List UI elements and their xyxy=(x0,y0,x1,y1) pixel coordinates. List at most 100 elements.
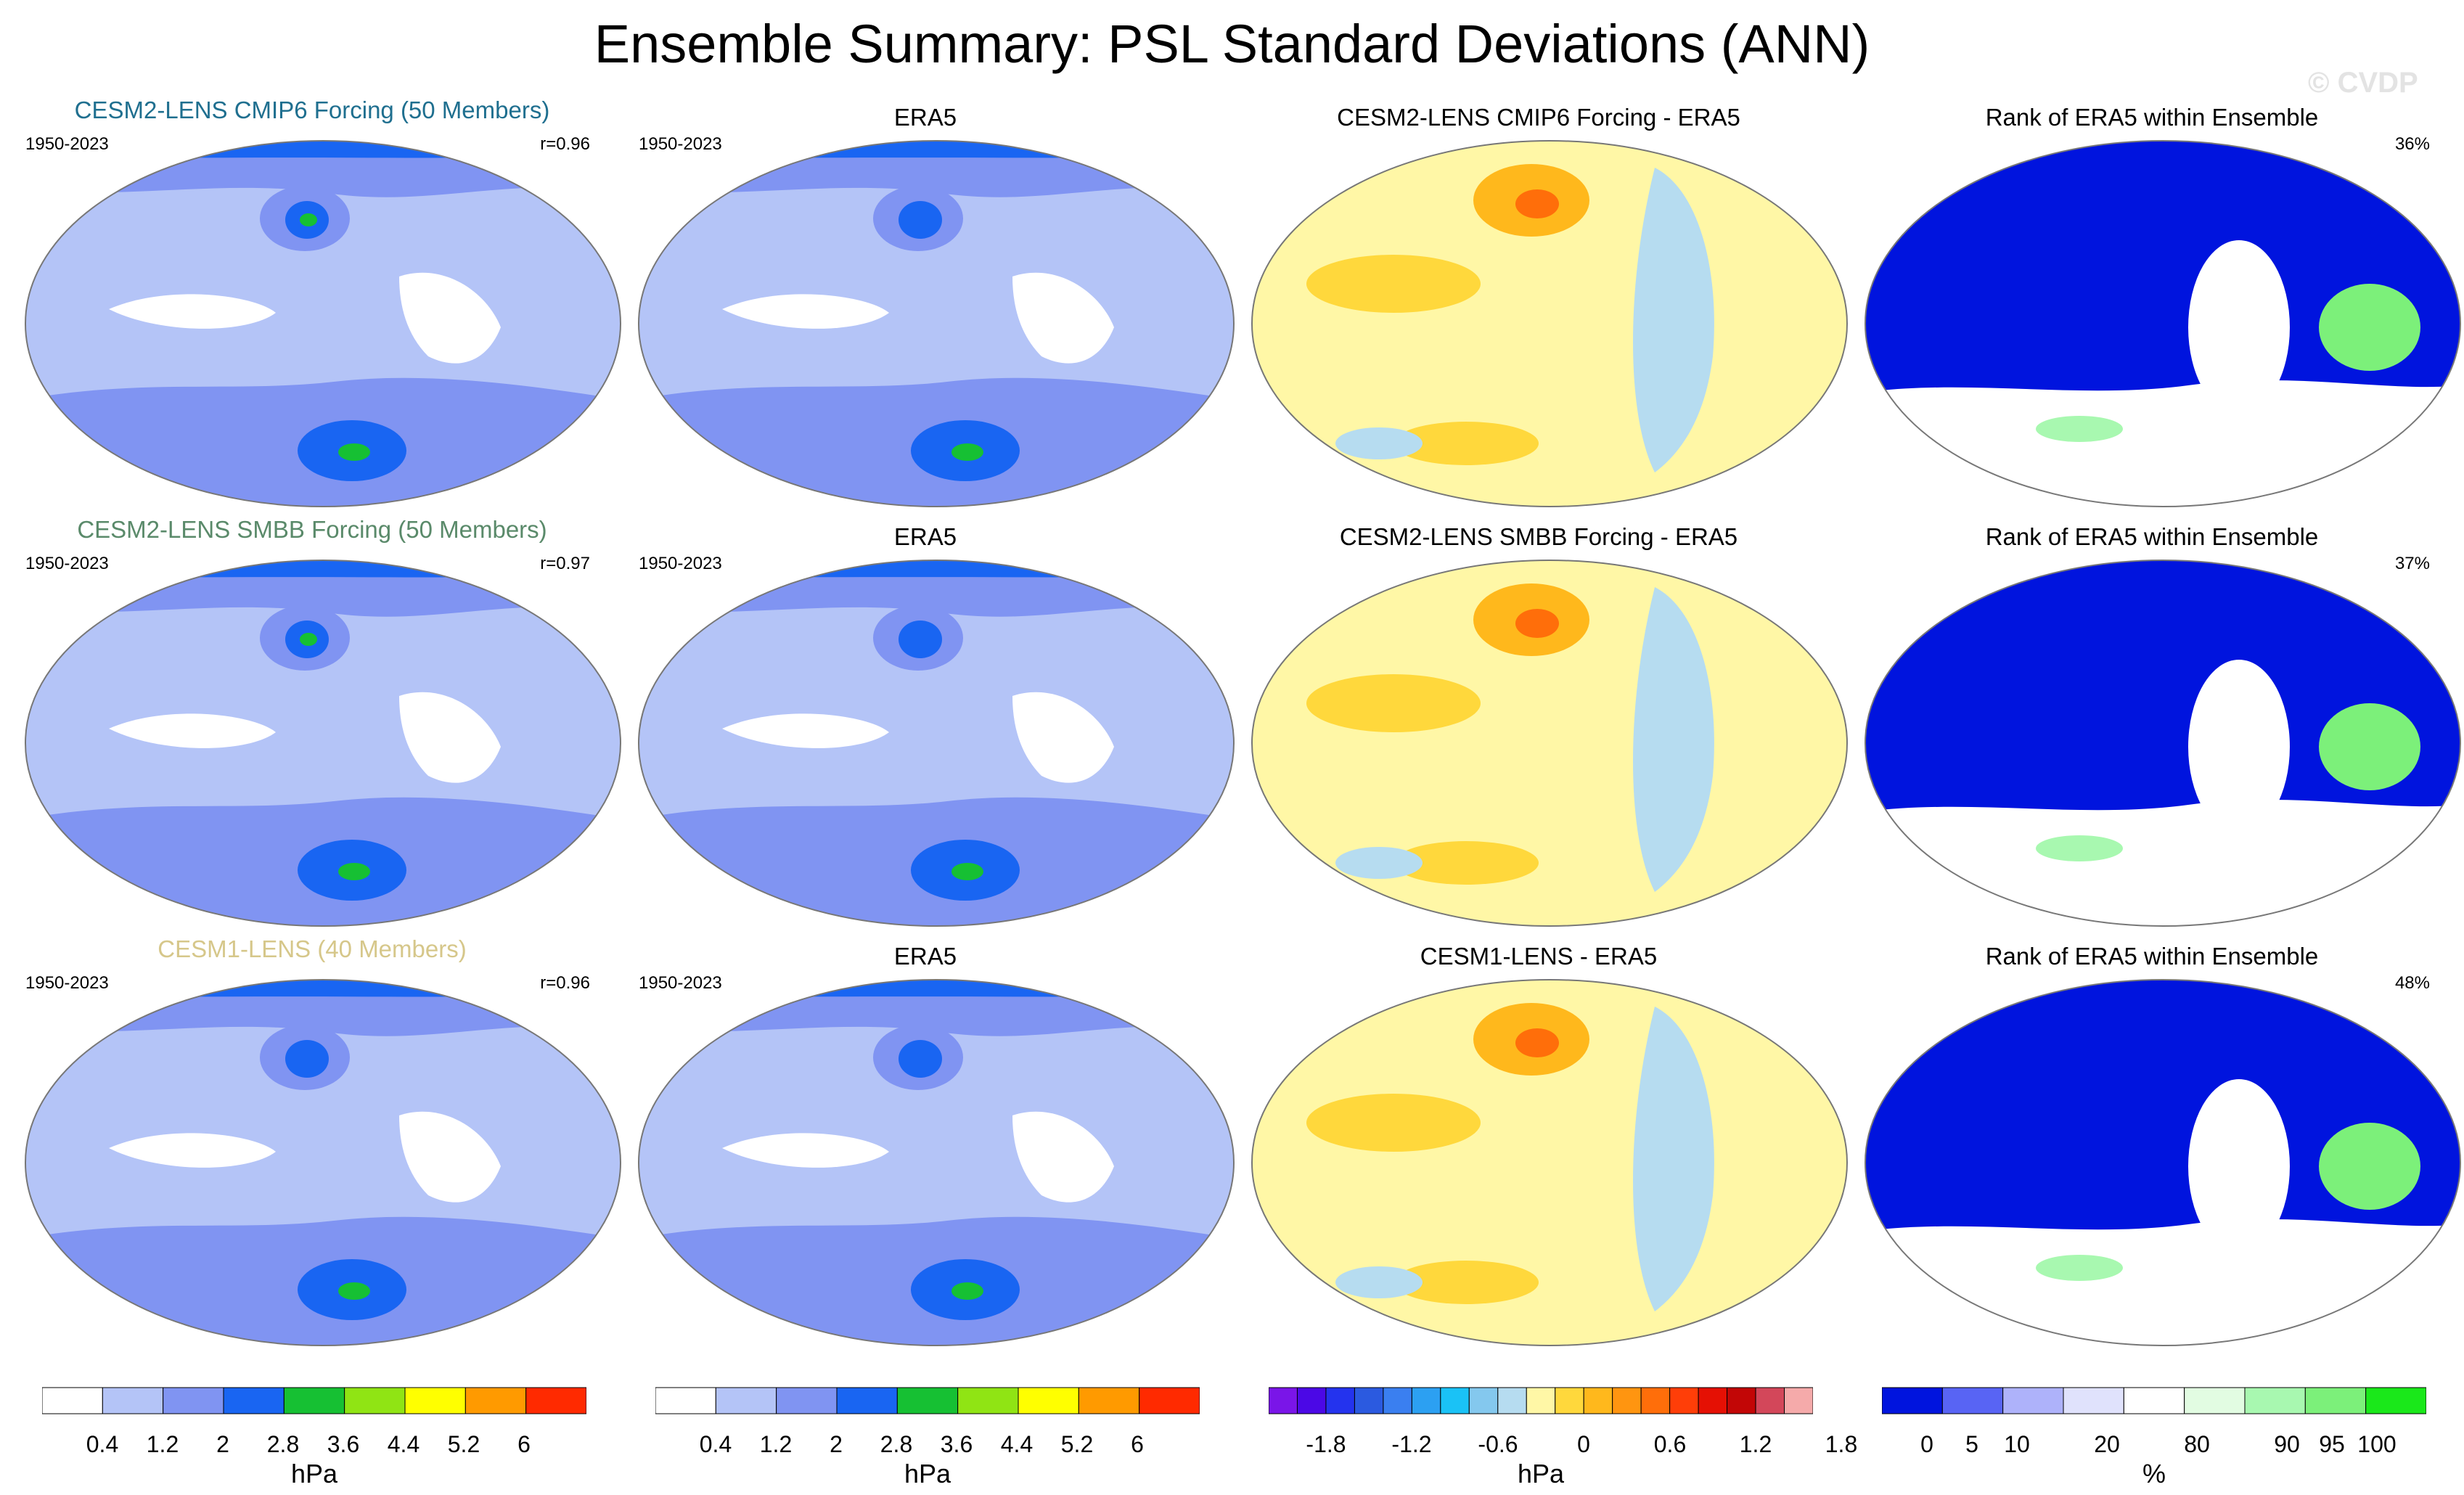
panel-title: CESM2-LENS CMIP6 Forcing (50 Members) xyxy=(74,97,550,123)
field-arctic xyxy=(639,560,1234,580)
panel-years: 1950-2023 xyxy=(25,554,109,573)
panel-obs-row1: ERA5 1950-2023 xyxy=(624,98,1235,507)
colorbar-box xyxy=(2365,1387,2426,1414)
panel-title: CESM1-LENS (40 Members) xyxy=(157,935,467,962)
colorbar-box xyxy=(1411,1387,1441,1414)
map-outline xyxy=(1251,140,1848,507)
panel-rank-row2: Rank of ERA5 within Ensemble 37% xyxy=(1851,517,2461,927)
colorbar-box xyxy=(464,1387,527,1414)
colorbar-stddev-2-boxes xyxy=(655,1387,1200,1414)
pattern-correlation: r=0.96 xyxy=(540,973,590,993)
field-positive-indo xyxy=(1306,674,1481,732)
colorbar-box xyxy=(2184,1387,2246,1414)
colorbar-box xyxy=(1269,1387,1298,1414)
panel-obs-row3: ERA5 1950-2023 xyxy=(624,937,1235,1346)
colorbar-box xyxy=(896,1387,959,1414)
colorbar-box xyxy=(1640,1387,1671,1414)
field-south-america-min xyxy=(399,692,501,783)
colorbar-box xyxy=(1354,1387,1384,1414)
colorbar-stddev-1-boxes xyxy=(42,1387,586,1414)
panel-title: Rank of ERA5 within Ensemble xyxy=(1985,104,2319,131)
field-arctic-core xyxy=(94,162,146,173)
cbar-tick: 3.6 xyxy=(940,1431,973,1457)
cbar-tick: 100 xyxy=(2357,1431,2397,1457)
map-outline xyxy=(638,140,1235,507)
colorbar-rank-boxes xyxy=(1882,1387,2426,1414)
map-obs xyxy=(638,979,1235,1346)
field-atlantic-high xyxy=(2319,1123,2420,1210)
colorbar-box xyxy=(1078,1387,1140,1414)
field-negative-atlantic xyxy=(1633,168,1714,472)
map-model xyxy=(25,560,621,927)
cbar-tick: 80 xyxy=(2184,1431,2210,1457)
field-tropical-min xyxy=(722,1133,889,1168)
cbar-tick: 20 xyxy=(2094,1431,2120,1457)
pattern-correlation: r=0.97 xyxy=(540,554,590,573)
colorbar-box xyxy=(1755,1387,1785,1414)
field-arctic-core xyxy=(707,1001,759,1012)
map-outline xyxy=(25,979,621,1346)
panel-model-row1: CESM2-LENS CMIP6 Forcing (50 Members) 195… xyxy=(11,97,621,507)
colorbar-box xyxy=(1325,1387,1355,1414)
cbar-tick: 0.4 xyxy=(699,1431,732,1457)
cbar-tick: 95 xyxy=(2319,1431,2345,1457)
colorbar-box xyxy=(1383,1387,1412,1414)
colorbar-box xyxy=(1784,1387,1813,1414)
cbar-unit: hPa xyxy=(290,1459,338,1488)
colorbar-rank: 0 5 10 20 80 90 95 100 % xyxy=(1882,1386,2426,1495)
map-diff xyxy=(1251,979,1848,1346)
field-arctic-core xyxy=(707,162,759,173)
field-negative-atlantic xyxy=(1633,587,1714,892)
map-outline xyxy=(25,560,621,927)
field-south-neutral xyxy=(1865,1218,2460,1346)
panel-years: 1950-2023 xyxy=(639,554,722,573)
field-tropical-min xyxy=(109,1133,276,1168)
panel-title: CESM2-LENS SMBB Forcing (50 Members) xyxy=(77,516,547,543)
cbar-tick: 2.8 xyxy=(880,1431,913,1457)
colorbar-box xyxy=(776,1387,838,1414)
panel-title: Rank of ERA5 within Ensemble xyxy=(1985,523,2319,550)
colorbar-box xyxy=(1555,1387,1584,1414)
field-aleutian-low xyxy=(899,1040,942,1078)
colorbar-box xyxy=(2244,1387,2306,1414)
cbar-tick: 6 xyxy=(1131,1431,1144,1457)
field-south-neutral xyxy=(1865,380,2460,507)
field-negative-south xyxy=(1335,847,1423,879)
map-obs xyxy=(638,560,1235,927)
cbar-tick: -1.2 xyxy=(1391,1431,1432,1457)
panel-years: 1950-2023 xyxy=(639,134,722,154)
field-amundsen-core xyxy=(951,443,983,461)
colorbar-box xyxy=(1497,1387,1527,1414)
panel-model-row2: CESM2-LENS SMBB Forcing (50 Members) 1950… xyxy=(11,516,621,927)
field-south-neutral xyxy=(1865,799,2460,926)
panel-model-row3: CESM1-LENS (40 Members) 1950-2023 r=0.96 xyxy=(11,935,621,1346)
map-outline xyxy=(638,979,1235,1346)
cbar-tick: 2 xyxy=(216,1431,229,1457)
map-diff xyxy=(1251,140,1848,507)
panel-title: CESM2-LENS SMBB Forcing - ERA5 xyxy=(1339,523,1738,550)
field-arctic-core xyxy=(94,1001,146,1012)
field-amundsen-core xyxy=(951,1282,983,1300)
colorbar-box xyxy=(836,1387,898,1414)
field-atlantic-high xyxy=(2319,284,2420,371)
colorbar-box xyxy=(2123,1387,2185,1414)
field-arctic xyxy=(639,980,1234,999)
cbar-tick: 0 xyxy=(1920,1431,1933,1457)
map-outline xyxy=(1865,140,2461,507)
colorbar-box xyxy=(42,1387,103,1414)
colorbar-box xyxy=(2304,1387,2367,1414)
panel-obs-row2: ERA5 1950-2023 xyxy=(624,517,1235,927)
map-outline xyxy=(638,560,1235,927)
colorbar-stddev-1: 0.4 1.2 2 2.8 3.6 4.4 5.2 6 hPa xyxy=(42,1386,586,1495)
colorbar-box xyxy=(1583,1387,1613,1414)
field-amundsen-core xyxy=(338,863,370,880)
cbar-tick: 1.2 xyxy=(1739,1431,1772,1457)
field-positive-south xyxy=(1393,841,1539,885)
colorbar-diff: -1.8 -1.2 -0.6 0 0.6 1.2 1.8 hPa xyxy=(1269,1386,1857,1495)
colorbar-box xyxy=(1526,1387,1556,1414)
colorbar-diff-boxes xyxy=(1269,1387,1813,1414)
panel-diff-row1: CESM2-LENS CMIP6 Forcing - ERA5 xyxy=(1237,98,1848,507)
field-positive-core xyxy=(1515,609,1559,638)
field-amundsen-core xyxy=(338,443,370,461)
cbar-tick: 0.4 xyxy=(86,1431,119,1457)
